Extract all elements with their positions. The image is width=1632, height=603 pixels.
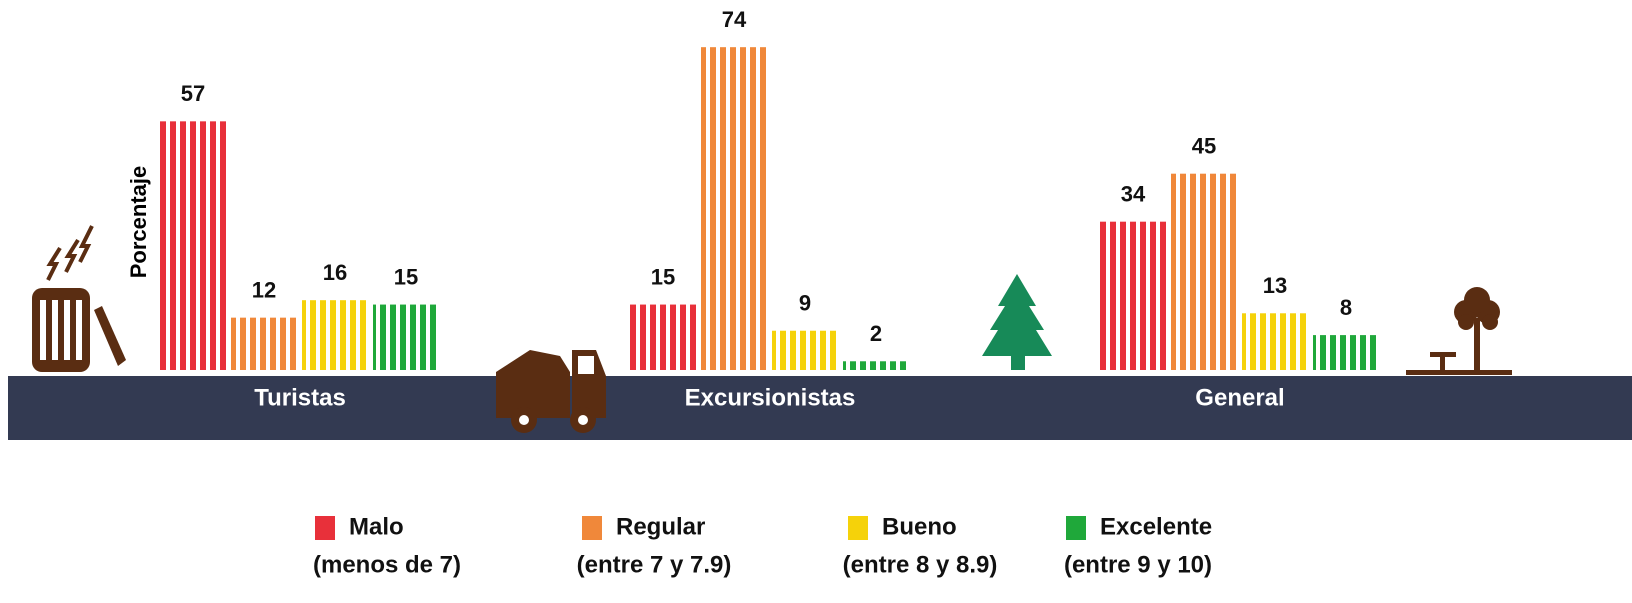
data-label: 74: [722, 7, 747, 32]
legend-swatch: [848, 516, 868, 540]
bar: [843, 361, 909, 370]
legend-swatch: [582, 516, 602, 540]
legend-label: Excelente: [1100, 513, 1212, 540]
legend-swatch: [315, 516, 335, 540]
legend-label: Bueno: [882, 513, 957, 540]
truck-icon: [496, 350, 606, 433]
data-label: 9: [799, 291, 811, 316]
data-label: 2: [870, 321, 882, 346]
bar: [373, 304, 439, 370]
data-label: 45: [1192, 134, 1216, 159]
bar: [701, 47, 767, 371]
bar: [1242, 313, 1308, 370]
data-label: 57: [181, 81, 205, 106]
bar: [231, 317, 297, 370]
data-label: 15: [651, 264, 675, 289]
tree-icon: [982, 274, 1052, 370]
category-label: General: [1195, 384, 1284, 411]
bar: [302, 300, 368, 370]
category-band: [8, 376, 1632, 440]
data-label: 8: [1340, 295, 1352, 320]
bar: [1171, 173, 1237, 370]
legend-range: (entre 9 y 10): [1064, 551, 1212, 578]
category-label: Turistas: [254, 384, 346, 411]
data-label: 34: [1121, 181, 1146, 206]
y-axis-label: Porcentaje: [126, 166, 151, 279]
data-label: 15: [394, 264, 418, 289]
data-label: 13: [1263, 273, 1287, 298]
legend-range: (entre 8 y 8.9): [843, 551, 998, 578]
legend-label: Regular: [616, 513, 705, 540]
legend-range: (entre 7 y 7.9): [577, 551, 732, 578]
data-label: 16: [323, 260, 347, 285]
bar: [160, 121, 226, 371]
legend-label: Malo: [349, 513, 404, 540]
bar: [630, 304, 696, 370]
data-label: 12: [252, 277, 276, 302]
bar: [772, 330, 838, 370]
legend-range: (menos de 7): [313, 551, 461, 578]
category-label: Excursionistas: [685, 384, 856, 411]
trash-icon: [32, 225, 126, 372]
bar: [1313, 335, 1379, 370]
bar: [1100, 221, 1166, 370]
park-icon: [1406, 287, 1512, 375]
legend-swatch: [1066, 516, 1086, 540]
